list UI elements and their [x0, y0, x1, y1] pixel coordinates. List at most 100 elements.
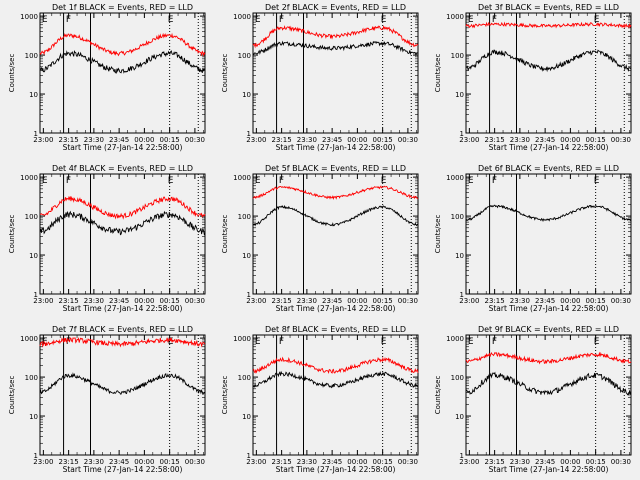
x-tick-label: 00:00 [347, 458, 367, 466]
x-tick-label: 00:30 [398, 136, 418, 144]
y-tick-label: 100 [451, 52, 464, 60]
marker-letter: E [468, 176, 474, 186]
plot-frame [252, 334, 419, 456]
marker-letter: E [381, 176, 387, 186]
marker-letter: E [168, 176, 174, 186]
y-tick-label: 1 [460, 130, 464, 138]
x-tick-label: 23:15 [272, 136, 292, 144]
y-tick-label: 1 [34, 130, 38, 138]
x-tick-label: 23:30 [84, 297, 104, 305]
x-tick-label: 00:30 [398, 297, 418, 305]
marker-letter: E [468, 337, 474, 347]
lld-series [39, 32, 206, 57]
x-axis-label: Start Time (27-Jan-14 22:58:00) [276, 465, 396, 474]
x-tick-label: 23:45 [109, 297, 129, 305]
y-tick-label: 1000 [233, 13, 251, 21]
y-tick-label: 100 [238, 213, 251, 221]
y-tick-label: 1000 [233, 335, 251, 343]
x-tick-label: 23:30 [297, 136, 317, 144]
panel-title: Det 3f BLACK = Events, RED = LLD [478, 3, 619, 12]
y-tick-label: 100 [238, 52, 251, 60]
y-tick-label: 10 [29, 413, 38, 421]
marker-letter: E [42, 176, 48, 186]
x-tick-label: 00:30 [611, 458, 631, 466]
x-tick-label: 00:30 [185, 458, 205, 466]
x-axis-label: Start Time (27-Jan-14 22:58:00) [63, 143, 183, 152]
panel-title: Det 9f BLACK = Events, RED = LLD [478, 325, 619, 334]
x-tick-label: 23:30 [84, 136, 104, 144]
panel-title: Det 5f BLACK = Events, RED = LLD [265, 164, 406, 173]
x-tick-label: 23:45 [535, 297, 555, 305]
x-tick-label: 23:45 [535, 136, 555, 144]
x-tick-label: 23:30 [510, 458, 530, 466]
panel-title: Det 1f BLACK = Events, RED = LLD [52, 3, 193, 12]
x-tick-label: 23:15 [485, 297, 505, 305]
x-tick-label: 23:00 [459, 458, 479, 466]
marker-letter: F [492, 176, 497, 186]
x-tick-label: 23:45 [322, 297, 342, 305]
y-tick-label: 100 [25, 213, 38, 221]
x-tick-label: 23:00 [33, 458, 53, 466]
marker-letter: E [255, 15, 261, 25]
plot-frame [252, 173, 419, 295]
panel-title: Det 7f BLACK = Events, RED = LLD [52, 325, 193, 334]
marker-letter: E [381, 15, 387, 25]
x-tick-label: 00:30 [611, 297, 631, 305]
x-tick-label: 00:15 [160, 297, 180, 305]
x-tick-label: 00:15 [373, 458, 393, 466]
y-axis-label: Counts/sec [8, 376, 16, 415]
y-tick-label: 10 [455, 413, 464, 421]
x-tick-label: 23:30 [297, 458, 317, 466]
y-tick-label: 100 [25, 52, 38, 60]
panel-5: Det 5f BLACK = Events, RED = LLD 1 10 100 10… [221, 164, 419, 313]
x-tick-label: 23:45 [535, 458, 555, 466]
x-tick-label: 23:45 [109, 136, 129, 144]
panel-9: Det 9f BLACK = Events, RED = LLD 1 10 100 10… [434, 325, 632, 474]
x-tick-label: 00:15 [373, 297, 393, 305]
y-tick-label: 1000 [446, 13, 464, 21]
x-tick-label: 23:15 [485, 458, 505, 466]
plot-frame [39, 173, 206, 295]
y-tick-label: 1000 [446, 174, 464, 182]
lld-series [39, 337, 206, 348]
events-series [252, 40, 419, 57]
plot-frame [465, 173, 632, 295]
panel-1: Det 1f BLACK = Events, RED = LLD 1 10 100 10… [8, 3, 206, 152]
lld-series [252, 356, 419, 374]
panel-6: Det 6f BLACK = Events, RED = LLD 1 10 100 10… [434, 164, 632, 313]
plot-frame [39, 12, 206, 134]
x-tick-label: 23:15 [485, 136, 505, 144]
y-axis-label: Counts/sec [221, 54, 229, 93]
y-tick-label: 10 [455, 252, 464, 260]
x-tick-label: 23:45 [322, 136, 342, 144]
x-tick-label: 23:30 [510, 297, 530, 305]
panel-4: Det 4f BLACK = Events, RED = LLD 1 10 100 10… [8, 164, 206, 313]
x-tick-label: 23:00 [33, 136, 53, 144]
marker-letter: E [255, 337, 261, 347]
panel-3: Det 3f BLACK = Events, RED = LLD 1 10 100 10… [434, 3, 632, 152]
y-axis-label: Counts/sec [434, 54, 442, 93]
x-tick-label: 00:00 [134, 458, 154, 466]
panel-2: Det 2f BLACK = Events, RED = LLD 1 10 100 10… [221, 3, 419, 152]
events-series [39, 49, 205, 74]
y-tick-label: 1 [34, 291, 38, 299]
panel-title: Det 8f BLACK = Events, RED = LLD [265, 325, 406, 334]
marker-letter: E [594, 176, 600, 186]
x-tick-label: 23:00 [459, 297, 479, 305]
y-tick-label: 10 [29, 252, 38, 260]
y-tick-label: 1 [247, 452, 251, 460]
x-tick-label: 23:30 [84, 458, 104, 466]
y-tick-label: 100 [238, 374, 251, 382]
events-series [465, 371, 632, 397]
marker-letter: F [492, 15, 497, 25]
y-axis-label: Counts/sec [8, 215, 16, 254]
x-axis-label: Start Time (27-Jan-14 22:58:00) [276, 143, 396, 152]
y-tick-label: 10 [29, 91, 38, 99]
y-tick-label: 10 [242, 252, 251, 260]
plot-frame [39, 334, 206, 456]
y-tick-label: 1000 [20, 13, 38, 21]
x-tick-label: 00:15 [160, 136, 180, 144]
marker-letter: F [279, 176, 284, 186]
x-tick-label: 00:00 [560, 458, 580, 466]
